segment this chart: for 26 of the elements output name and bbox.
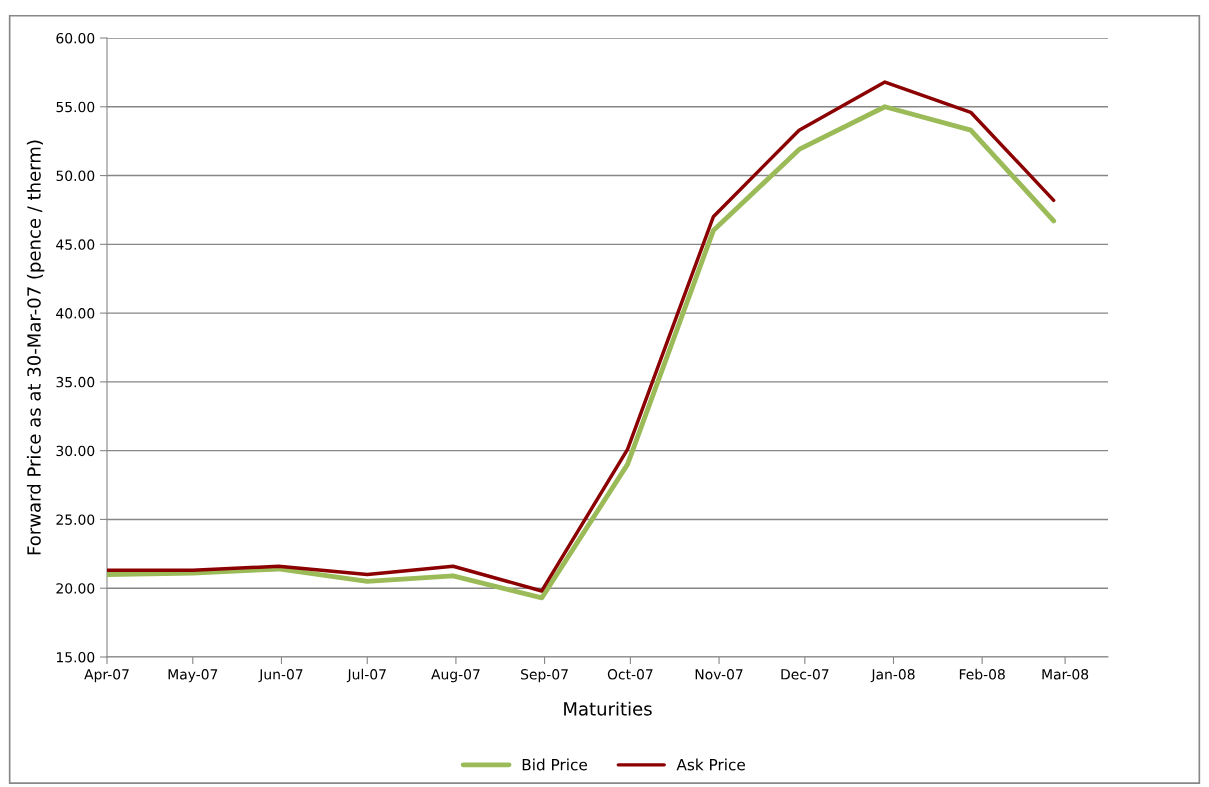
x-tick-label: Aug-07 (431, 669, 480, 683)
x-tick-label: Jun-07 (258, 669, 303, 683)
y-tick-label: 30.00 (56, 445, 95, 457)
y-tick-label: 45.00 (56, 239, 95, 250)
x-tick-label: May-07 (168, 669, 218, 683)
y-tick-label: 55.00 (56, 101, 95, 113)
x-tick-label: Sep-07 (521, 669, 568, 683)
y-tick-label: 60.00 (56, 32, 95, 44)
x-tick-label: Feb-08 (959, 668, 1005, 680)
x-tick-label: Jul-07 (346, 668, 386, 683)
x-axis-title: Maturities (564, 701, 652, 716)
y-tick-label: 35.00 (56, 376, 95, 388)
legend-label: Bid Price (522, 758, 587, 771)
x-tick-label: Apr-07 (84, 669, 129, 683)
x-tick-label: Mar-08 (1042, 669, 1089, 680)
y-tick-label: 20.00 (56, 583, 95, 594)
y-axis-title: Forward Price as at 30-Mar-07 (pence / therm) (26, 140, 45, 555)
y-tick-label: 15.00 (56, 651, 95, 663)
y-tick-label: 40.00 (56, 308, 95, 319)
x-tick-label: Nov-07 (695, 669, 743, 680)
y-tick-label: 50.00 (56, 170, 95, 182)
y-tick-label: 25.00 (56, 514, 95, 525)
legend-label: Ask Price (676, 758, 745, 771)
x-tick-label: Oct-07 (607, 669, 653, 680)
x-tick-label: Dec-07 (781, 669, 829, 680)
x-tick-label: Jan-08 (870, 669, 915, 683)
